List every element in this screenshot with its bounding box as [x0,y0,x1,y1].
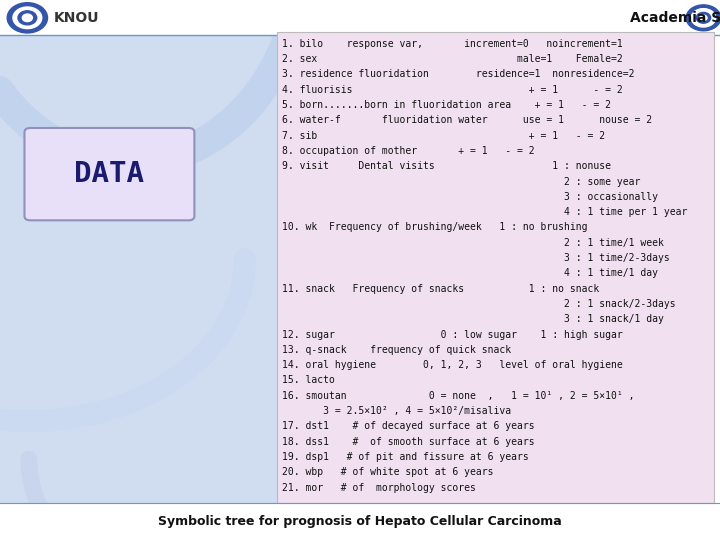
Text: 3 = 2.5×10² , 4 = 5×10²/misaliva: 3 = 2.5×10² , 4 = 5×10²/misaliva [282,406,511,416]
Circle shape [7,3,48,33]
Text: 16. smoutan              0 = none  ,   1 = 10¹ , 2 = 5×10¹ ,: 16. smoutan 0 = none , 1 = 10¹ , 2 = 5×1… [282,391,635,401]
Text: 13. q-snack    frequency of quick snack: 13. q-snack frequency of quick snack [282,345,511,355]
Text: 4 : 1 time/1 day: 4 : 1 time/1 day [282,268,658,279]
Text: 18. dss1    #  of smooth surface at 6 years: 18. dss1 # of smooth surface at 6 years [282,437,535,447]
Text: 4. fluorisis                              + = 1      - = 2: 4. fluorisis + = 1 - = 2 [282,85,623,95]
Circle shape [686,5,720,31]
Text: 2 : 1 time/1 week: 2 : 1 time/1 week [282,238,664,248]
Text: 11. snack   Frequency of snacks           1 : no snack: 11. snack Frequency of snacks 1 : no sna… [282,284,600,294]
Text: Academia Sinica: Academia Sinica [630,11,720,25]
Text: 2. sex                                  male=1    Female=2: 2. sex male=1 Female=2 [282,54,623,64]
Text: KNOU: KNOU [54,11,99,25]
Text: 3 : 1 snack/1 day: 3 : 1 snack/1 day [282,314,664,325]
Text: 3 : occasionally: 3 : occasionally [282,192,658,202]
Text: 2 : 1 snack/2-3days: 2 : 1 snack/2-3days [282,299,676,309]
Text: 6. water-f       fluoridation water      use = 1      nouse = 2: 6. water-f fluoridation water use = 1 no… [282,116,652,125]
Text: 5. born.......born in fluoridation area    + = 1   - = 2: 5. born.......born in fluoridation area … [282,100,611,110]
Bar [0,0,720,35]
Text: 2 : some year: 2 : some year [282,177,641,187]
FancyBboxPatch shape [24,128,194,220]
Text: Symbolic tree for prognosis of Hepato Cellular Carcinoma: Symbolic tree for prognosis of Hepato Ce… [158,515,562,528]
Text: 3 : 1 time/2-3days: 3 : 1 time/2-3days [282,253,670,263]
Text: 17. dst1    # of decayed surface at 6 years: 17. dst1 # of decayed surface at 6 years [282,421,535,431]
Text: 14. oral hygiene        0, 1, 2, 3   level of oral hygiene: 14. oral hygiene 0, 1, 2, 3 level of ora… [282,360,623,370]
Bar [0,0,277,540]
Text: 4 : 1 time per 1 year: 4 : 1 time per 1 year [282,207,688,217]
Text: DATA: DATA [74,160,145,188]
Text: 20. wbp   # of white spot at 6 years: 20. wbp # of white spot at 6 years [282,467,494,477]
Circle shape [18,11,37,25]
Text: 21. mor   # of  morphology scores: 21. mor # of morphology scores [282,483,476,492]
Bar [277,0,720,540]
Text: 1. bilo    response var,       increment=0   noincrement=1: 1. bilo response var, increment=0 noincr… [282,39,623,49]
Circle shape [696,12,711,23]
Text: 9. visit     Dental visits                    1 : nonuse: 9. visit Dental visits 1 : nonuse [282,161,611,171]
Circle shape [13,7,42,29]
Circle shape [691,9,716,27]
Circle shape [22,14,32,22]
Text: 8. occupation of mother       + = 1   - = 2: 8. occupation of mother + = 1 - = 2 [282,146,535,156]
Text: 19. dsp1   # of pit and fissure at 6 years: 19. dsp1 # of pit and fissure at 6 years [282,452,529,462]
Bar [0,503,720,540]
Text: 3. residence fluoridation        residence=1  nonresidence=2: 3. residence fluoridation residence=1 no… [282,70,635,79]
Text: 10. wk  Frequency of brushing/week   1 : no brushing: 10. wk Frequency of brushing/week 1 : no… [282,222,588,233]
Text: 15. lacto: 15. lacto [282,375,335,386]
Circle shape [700,15,707,21]
Text: 12. sugar                  0 : low sugar    1 : high sugar: 12. sugar 0 : low sugar 1 : high sugar [282,329,623,340]
Text: 7. sib                                    + = 1   - = 2: 7. sib + = 1 - = 2 [282,131,606,141]
Bar [277,32,714,503]
